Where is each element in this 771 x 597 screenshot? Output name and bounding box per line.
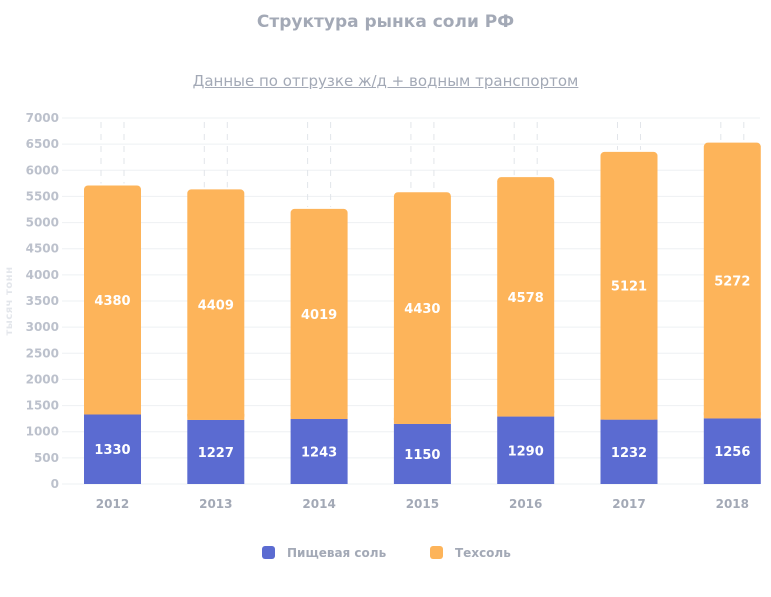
data-label: 1150	[404, 448, 440, 463]
data-label: 1227	[198, 446, 234, 461]
bar-corner-fill	[497, 410, 555, 417]
data-label: 5121	[611, 280, 647, 295]
y-tick-label: 500	[34, 451, 59, 465]
x-tick-label: 2017	[612, 497, 645, 511]
y-tick-label: 1000	[26, 425, 59, 439]
x-tick-label: 2012	[96, 497, 129, 511]
chart-title: Структура рынка соли РФ	[256, 12, 515, 32]
bar-tech-salt	[290, 208, 348, 420]
y-tick-label: 6000	[26, 163, 59, 177]
bar-corner-fill	[703, 412, 761, 419]
bar-tech-salt	[393, 192, 451, 424]
bar-corner-fill	[187, 413, 245, 420]
y-tick-label: 3000	[26, 320, 59, 334]
y-tick-label: 7000	[26, 111, 59, 125]
x-tick-label: 2015	[406, 497, 439, 511]
x-tick-label: 2016	[509, 497, 542, 511]
bar-food-salt	[290, 419, 348, 484]
y-tick-label: 6500	[26, 137, 59, 151]
bar-corner-fill	[600, 413, 658, 420]
y-tick-label: 3500	[26, 294, 59, 308]
data-label: 4409	[198, 299, 234, 314]
bar-food-salt	[497, 416, 555, 484]
bar-tech-salt	[497, 177, 555, 417]
bar-tech-salt	[84, 185, 141, 415]
data-label: 4430	[404, 302, 440, 317]
bar-corner-fill	[290, 413, 348, 420]
legend-swatch	[262, 546, 275, 559]
y-tick-label: 1500	[26, 399, 59, 413]
y-tick-label: 0	[51, 477, 59, 491]
legend-label: Пищевая соль	[287, 546, 387, 560]
data-label: 1290	[508, 444, 544, 459]
y-tick-label: 5500	[26, 189, 59, 203]
data-label: 1256	[714, 445, 750, 460]
y-tick-label: 4500	[26, 242, 59, 256]
legend-label: Техсоль	[455, 546, 511, 560]
y-axis-title: тысяч тонн	[4, 266, 15, 335]
chart-subtitle: Данные по отгрузке ж/д + водным транспор…	[192, 72, 579, 90]
bar-food-salt	[84, 414, 141, 484]
bar-food-salt	[600, 419, 658, 484]
x-tick-label: 2014	[302, 497, 335, 511]
bar-food-salt	[703, 418, 761, 484]
data-label: 1330	[94, 443, 130, 458]
y-tick-label: 2500	[26, 346, 59, 360]
x-tick-label: 2013	[199, 497, 232, 511]
y-tick-label: 2000	[26, 372, 59, 386]
data-label: 4380	[94, 294, 130, 309]
data-label: 4578	[508, 291, 544, 306]
data-label: 5272	[714, 275, 750, 290]
data-label: 4019	[301, 308, 337, 323]
x-tick-label: 2018	[716, 497, 749, 511]
bar-tech-salt	[187, 189, 245, 420]
bar-corner-fill	[393, 417, 451, 424]
data-label: 1243	[301, 446, 337, 461]
bar-tech-salt	[600, 151, 658, 420]
legend-swatch	[430, 546, 443, 559]
y-tick-label: 4000	[26, 268, 59, 282]
bar-corner-fill	[84, 408, 141, 415]
data-label: 1232	[611, 446, 647, 461]
y-tick-label: 5000	[26, 216, 59, 230]
bar-food-salt	[187, 419, 245, 484]
bar-food-salt	[393, 423, 451, 484]
bar-tech-salt	[703, 142, 761, 419]
